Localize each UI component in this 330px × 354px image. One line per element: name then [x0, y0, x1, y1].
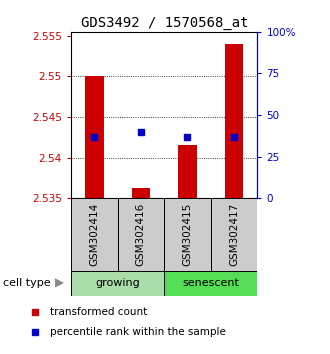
- Bar: [117, 198, 164, 271]
- Text: growing: growing: [95, 278, 140, 288]
- Text: GSM302414: GSM302414: [89, 203, 99, 266]
- Bar: [71, 198, 117, 271]
- Text: senescent: senescent: [182, 278, 239, 288]
- Bar: [164, 198, 211, 271]
- Bar: [211, 198, 257, 271]
- Text: GDS3492 / 1570568_at: GDS3492 / 1570568_at: [81, 16, 249, 30]
- Text: ▶: ▶: [55, 277, 64, 290]
- Bar: [132, 188, 150, 198]
- Text: GSM302417: GSM302417: [229, 203, 239, 266]
- Text: percentile rank within the sample: percentile rank within the sample: [50, 327, 225, 337]
- Bar: [71, 271, 164, 296]
- Text: transformed count: transformed count: [50, 307, 147, 317]
- Text: cell type: cell type: [3, 278, 51, 288]
- Bar: [178, 145, 197, 198]
- Bar: [164, 271, 257, 296]
- Bar: [85, 76, 104, 198]
- Text: GSM302415: GSM302415: [182, 203, 192, 266]
- Text: GSM302416: GSM302416: [136, 203, 146, 266]
- Bar: [225, 44, 244, 198]
